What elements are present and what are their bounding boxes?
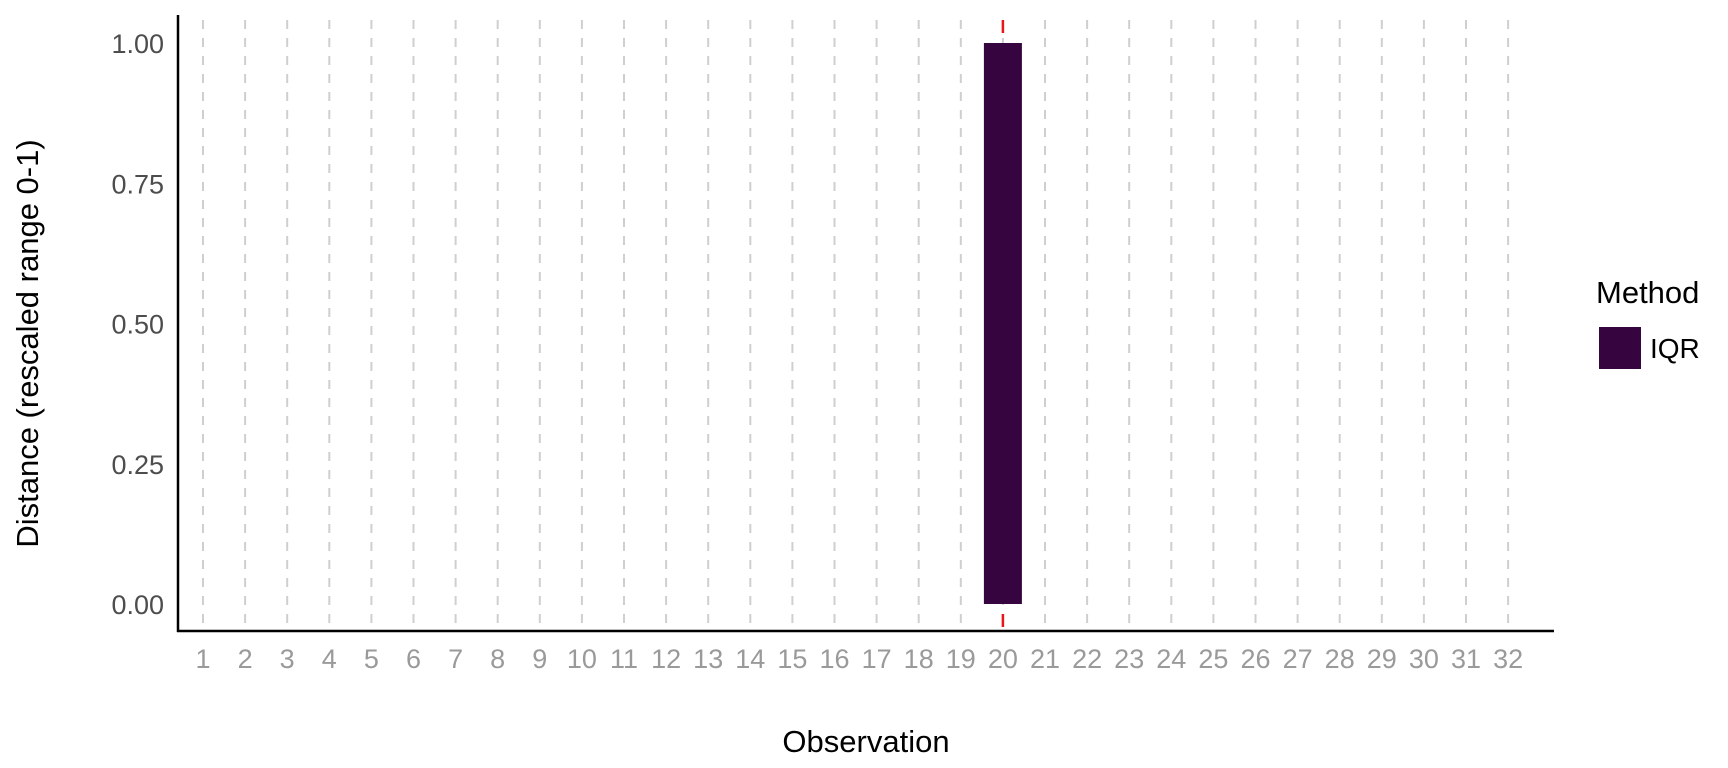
- x-tick-label: 19: [946, 644, 976, 674]
- legend-title: Method: [1596, 275, 1699, 310]
- x-tick-label: 22: [1072, 644, 1102, 674]
- x-tick-label: 17: [862, 644, 892, 674]
- y-tick-labels: 0.00 0.25 0.50 0.75 1.00: [111, 29, 164, 620]
- bars: [983, 43, 1022, 604]
- x-tick-labels: 1 2 3 4 5 6 7 8 9 10 11 12 13 14 15 16 17 18 19 20 21 22 23 24 2…: [195, 644, 1523, 674]
- y-axis-title: Distance (rescaled range 0-1): [10, 139, 45, 547]
- x-tick-label: 28: [1325, 644, 1355, 674]
- x-tick-label: 1: [195, 644, 210, 674]
- axes: [176, 15, 1554, 633]
- x-tick-label: 31: [1451, 644, 1481, 674]
- x-tick-label: 11: [610, 644, 638, 674]
- x-tick-label: 4: [322, 644, 337, 674]
- x-tick-label: 7: [448, 644, 463, 674]
- x-tick-label: 3: [280, 644, 295, 674]
- legend-label-iqr: IQR: [1650, 333, 1700, 364]
- x-tick-label: 6: [406, 644, 421, 674]
- x-tick-label: 16: [819, 644, 849, 674]
- x-tick-label: 9: [532, 644, 547, 674]
- x-tick-label: 13: [693, 644, 723, 674]
- x-tick-label: 14: [735, 644, 765, 674]
- x-tick-label: 2: [238, 644, 253, 674]
- legend: Method IQR: [1596, 275, 1700, 369]
- x-tick-label: 15: [777, 644, 807, 674]
- x-tick-label: 26: [1240, 644, 1270, 674]
- x-tick-label: 29: [1367, 644, 1397, 674]
- gridlines: [202, 20, 1510, 630]
- x-tick-label: 21: [1030, 644, 1060, 674]
- y-tick-label: 0.50: [111, 310, 164, 340]
- y-tick-label: 0.00: [111, 590, 164, 620]
- y-tick-label: 1.00: [111, 29, 164, 59]
- y-tick-label: 0.75: [111, 169, 164, 199]
- y-tick-label: 0.25: [111, 450, 164, 480]
- x-tick-label: 18: [904, 644, 934, 674]
- x-tick-label: 20: [988, 644, 1018, 674]
- x-tick-label: 32: [1493, 644, 1523, 674]
- x-tick-label: 23: [1114, 644, 1144, 674]
- x-tick-label: 8: [490, 644, 505, 674]
- x-tick-label: 25: [1198, 644, 1228, 674]
- x-tick-label: 12: [651, 644, 681, 674]
- bar-iqr-20: [983, 43, 1022, 604]
- x-tick-label: 27: [1283, 644, 1313, 674]
- x-tick-label: 10: [567, 644, 597, 674]
- x-tick-label: 24: [1156, 644, 1186, 674]
- x-tick-label: 5: [364, 644, 379, 674]
- x-axis-title: Observation: [782, 724, 949, 759]
- legend-key-iqr: [1599, 327, 1641, 369]
- x-tick-label: 30: [1409, 644, 1439, 674]
